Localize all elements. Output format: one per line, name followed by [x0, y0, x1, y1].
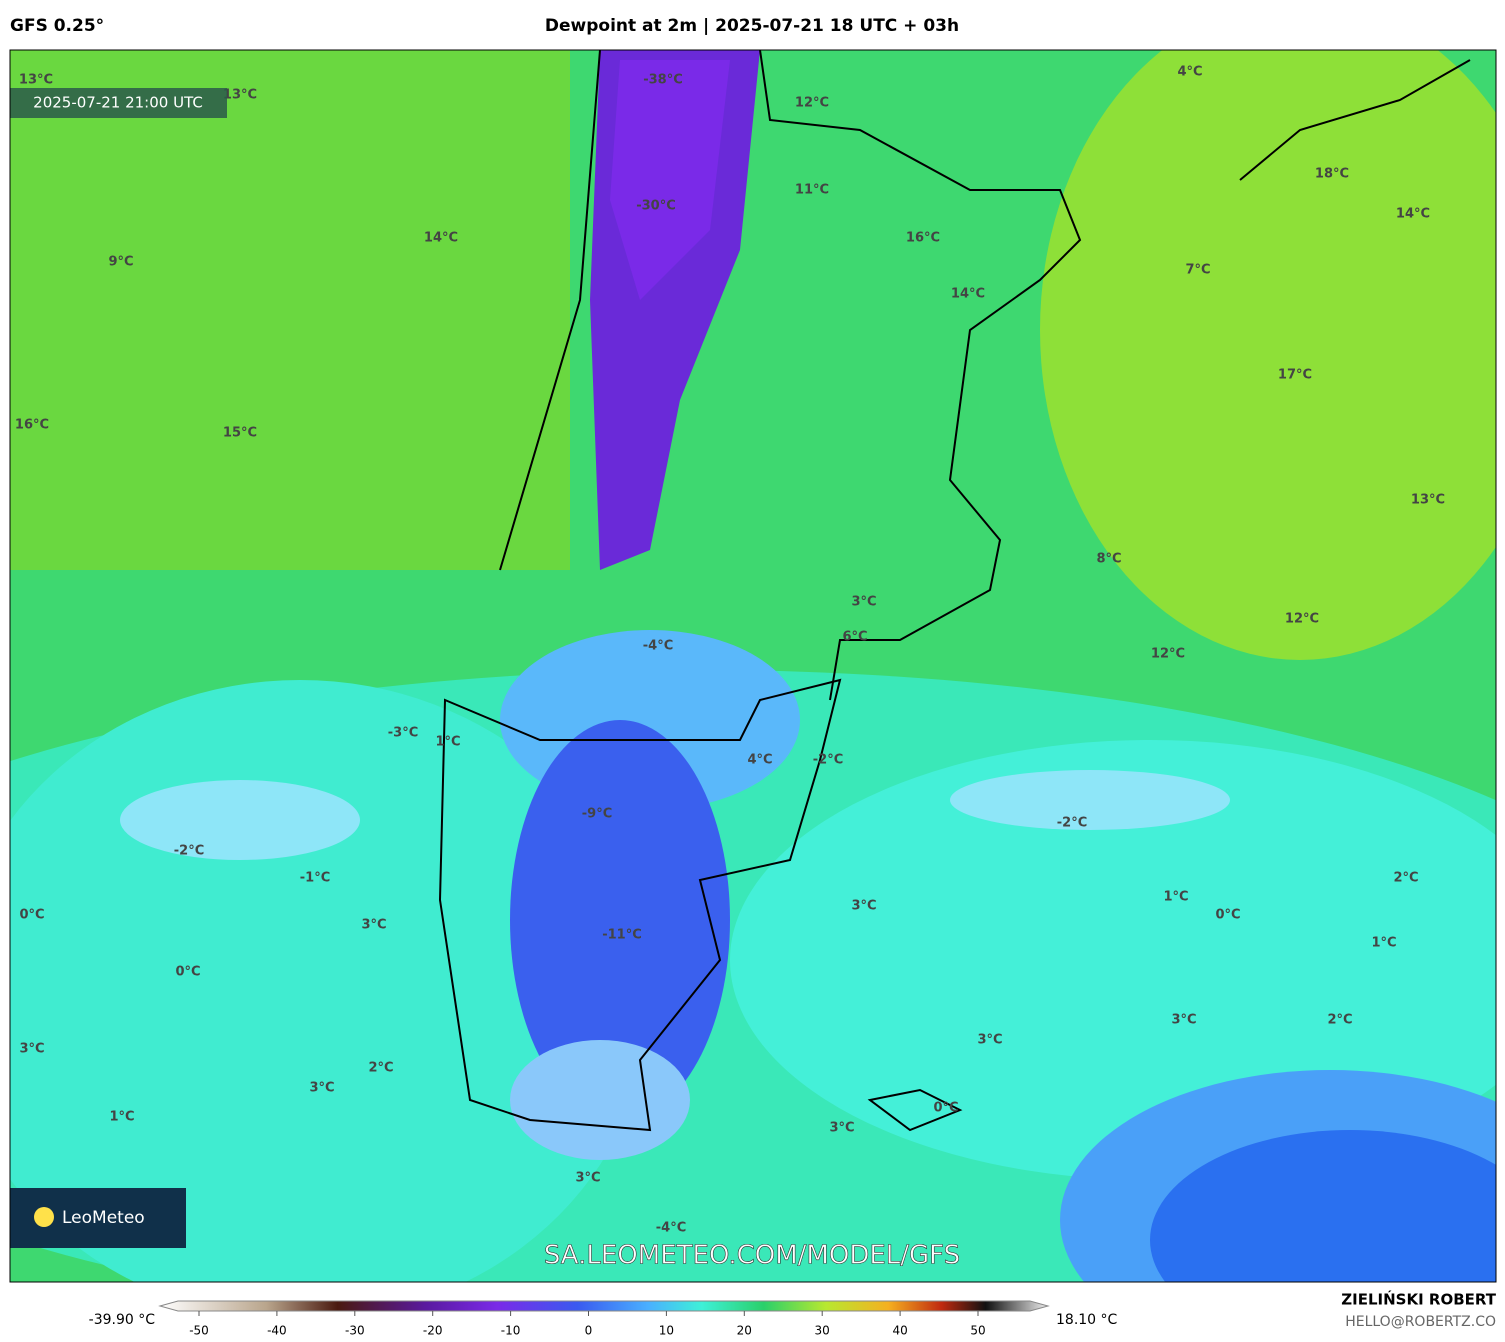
map-label: 12°C	[1151, 647, 1185, 662]
colorbar-tick-label: -50	[189, 1324, 209, 1338]
map-label: 15°C	[223, 426, 257, 441]
colorbar-tick-label: -20	[423, 1324, 443, 1338]
map-label: 3°C	[19, 1042, 44, 1057]
map-label: 2°C	[1393, 871, 1418, 886]
map-label: 9°C	[108, 255, 133, 270]
map-label: -9°C	[582, 807, 612, 822]
map-label: 2°C	[368, 1061, 393, 1076]
map-label: -4°C	[643, 639, 673, 654]
map-label: 3°C	[851, 595, 876, 610]
map-label: 4°C	[747, 753, 772, 768]
map-label: 3°C	[1171, 1013, 1196, 1028]
map-label: -2°C	[813, 753, 843, 768]
map-label: 0°C	[933, 1101, 958, 1116]
map-label: -2°C	[174, 844, 204, 859]
map-label: 8°C	[1096, 552, 1121, 567]
map-label: 14°C	[1396, 207, 1430, 222]
model-name: GFS 0.25°	[10, 16, 104, 36]
colorbar-tick-label: -30	[345, 1324, 365, 1338]
colorbar	[158, 1300, 1050, 1312]
map-label: 4°C	[1177, 65, 1202, 80]
author: ZIELIŃSKI ROBERT	[1341, 1290, 1496, 1309]
map-title: Dewpoint at 2m | 2025-07-21 18 UTC + 03h	[545, 16, 959, 36]
map-label: 11°C	[795, 183, 829, 198]
colorbar-tick-label: 30	[815, 1324, 830, 1338]
map-label: 12°C	[795, 96, 829, 111]
map-label: 6°C	[842, 630, 867, 645]
colorbar-tick-label: 50	[970, 1324, 985, 1338]
map-label: -38°C	[643, 73, 683, 88]
colorbar-tick-label: -10	[501, 1324, 521, 1338]
watermark: SA.LEOMETEO.COM/MODEL/GFS	[544, 1241, 960, 1271]
map-frame	[9, 49, 1497, 1283]
map-label: -11°C	[602, 928, 642, 943]
map-label: 18°C	[1315, 167, 1349, 182]
map-label: 12°C	[1285, 612, 1319, 627]
map-label: 1°C	[1371, 936, 1396, 951]
map-label: 1°C	[1163, 890, 1188, 905]
map-label: 7°C	[1185, 263, 1210, 278]
map-label: -2°C	[1057, 816, 1087, 831]
colorbar-tick-label: -40	[267, 1324, 287, 1338]
map-label: 3°C	[309, 1081, 334, 1096]
map-label: 3°C	[977, 1033, 1002, 1048]
map-label: 16°C	[906, 231, 940, 246]
map-label: 14°C	[424, 231, 458, 246]
map-label: 13°C	[223, 88, 257, 103]
colorbar-tick-label: 0	[585, 1324, 593, 1338]
map-label: 1°C	[435, 735, 460, 750]
map-label: 2°C	[1327, 1013, 1352, 1028]
map-label: 1°C	[109, 1110, 134, 1125]
colorbar-tick-label: 10	[659, 1324, 674, 1338]
map-label: 3°C	[361, 918, 386, 933]
map-label: -4°C	[656, 1221, 686, 1236]
colorbar-tick-label: 40	[892, 1324, 907, 1338]
map-label: 13°C	[1411, 493, 1445, 508]
colorbar-tick-label: 20	[737, 1324, 752, 1338]
map-label: 13°C	[19, 73, 53, 88]
map-label: 0°C	[175, 965, 200, 980]
map-label: 14°C	[951, 287, 985, 302]
contact: HELLO@ROBERTZ.CO	[1345, 1314, 1496, 1330]
map-label: 0°C	[19, 908, 44, 923]
map-label: -3°C	[388, 726, 418, 741]
map-label: 17°C	[1278, 368, 1312, 383]
valid-time: 2025-07-21 21:00 UTC	[33, 94, 203, 112]
map-label: 3°C	[851, 899, 876, 914]
logo: LeoMeteo	[62, 1208, 145, 1228]
map-label: 3°C	[829, 1121, 854, 1136]
map-label: 3°C	[575, 1171, 600, 1186]
map-label: 0°C	[1215, 908, 1240, 923]
colorbar-max: 18.10 °C	[1056, 1312, 1118, 1328]
map-label: -30°C	[636, 199, 676, 214]
map-label: 16°C	[15, 418, 49, 433]
colorbar-min: -39.90 °C	[89, 1312, 156, 1328]
map-label: -1°C	[300, 871, 330, 886]
